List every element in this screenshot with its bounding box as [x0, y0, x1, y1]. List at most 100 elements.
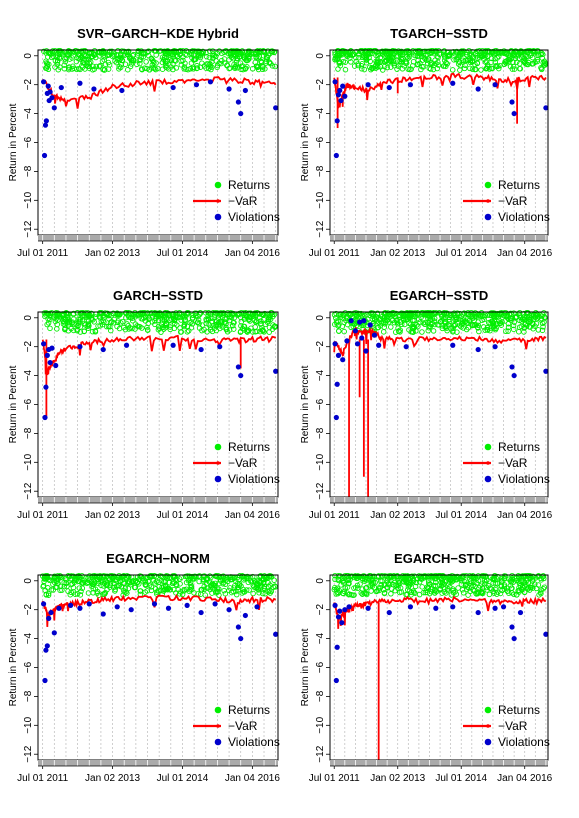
violation-point	[333, 152, 339, 159]
return-point	[267, 314, 273, 320]
chart-panel: EGARCH−SSTD 0 −2 −4 −6 −8 −10 −12 Return in Perc…	[300, 288, 553, 521]
return-point	[86, 312, 92, 318]
return-point	[373, 313, 379, 320]
violation-point	[509, 624, 515, 630]
return-point	[175, 53, 181, 60]
y-tick-label: −4	[23, 107, 34, 119]
return-point	[261, 48, 268, 55]
return-point	[243, 57, 249, 63]
return-point	[100, 583, 107, 589]
return-point	[403, 579, 409, 585]
return-point	[241, 316, 248, 322]
x-tick-label: Jul 01 2011	[309, 773, 360, 784]
y-tick-label: −8	[315, 165, 326, 177]
violation-point	[357, 319, 363, 325]
x-tick-label: Jan 04 2016	[225, 248, 280, 259]
x-tick-label: Jul 01 2014	[435, 773, 487, 784]
violation-point	[235, 99, 241, 105]
return-point	[425, 577, 432, 584]
return-point	[98, 310, 105, 316]
return-point	[492, 48, 498, 54]
return-point	[485, 48, 491, 54]
return-point	[162, 309, 169, 316]
return-point	[200, 578, 206, 585]
return-point	[188, 319, 195, 325]
return-point	[418, 50, 424, 57]
return-point	[332, 576, 338, 583]
return-point	[167, 324, 174, 330]
legend-returns-marker	[484, 181, 492, 189]
return-point	[77, 592, 84, 598]
return-point	[170, 312, 176, 318]
return-point	[267, 590, 273, 596]
y-tick-label: −8	[23, 427, 34, 439]
legend-violations-marker	[484, 475, 492, 483]
var-line	[41, 76, 277, 109]
return-point	[332, 572, 338, 579]
return-point	[143, 314, 149, 321]
violation-point	[450, 342, 456, 348]
violation-point	[47, 89, 53, 95]
return-point	[73, 66, 80, 73]
return-point	[183, 579, 190, 586]
x-tick-label: Jan 02 2013	[85, 248, 140, 259]
return-point	[59, 587, 65, 593]
violation-point	[492, 82, 498, 88]
return-point	[209, 590, 215, 596]
return-point	[358, 66, 365, 72]
return-point	[50, 587, 56, 593]
return-point	[139, 325, 145, 331]
violation-point	[543, 105, 549, 111]
return-point	[241, 323, 247, 330]
return-point	[256, 53, 263, 60]
return-point	[260, 312, 267, 319]
return-point	[197, 591, 204, 597]
return-point	[424, 589, 430, 596]
return-point	[505, 328, 511, 334]
return-point	[431, 318, 438, 324]
return-point	[486, 591, 493, 598]
legend-violations-marker	[484, 213, 492, 221]
return-point	[210, 581, 216, 588]
y-tick-label: −6	[23, 398, 34, 410]
return-point	[402, 573, 408, 579]
return-point	[209, 48, 216, 54]
violation-point	[49, 345, 55, 351]
return-point	[342, 59, 349, 65]
return-point	[425, 56, 431, 62]
return-point	[376, 587, 382, 594]
return-point	[216, 592, 222, 598]
return-point	[213, 321, 220, 328]
return-point	[348, 59, 354, 65]
return-point	[348, 324, 354, 331]
return-point	[481, 56, 487, 62]
return-point	[342, 66, 349, 73]
return-point	[125, 66, 131, 73]
return-point	[232, 65, 238, 72]
legend-violations-label: Violations	[498, 472, 550, 486]
return-point	[246, 587, 252, 593]
x-tick-label: Jan 02 2013	[370, 510, 425, 521]
return-point	[194, 65, 200, 72]
return-point	[385, 575, 391, 582]
return-point	[93, 63, 100, 70]
return-point	[171, 317, 178, 323]
violation-point	[511, 110, 517, 117]
return-point	[164, 64, 170, 71]
return-point	[218, 319, 225, 325]
return-point	[419, 329, 425, 335]
return-point	[132, 584, 138, 591]
return-point	[197, 309, 203, 316]
y-tick-label: 0	[23, 578, 34, 584]
return-point	[458, 581, 465, 587]
return-point	[170, 314, 177, 320]
return-point	[188, 584, 194, 591]
return-point	[418, 576, 424, 582]
return-point	[142, 318, 149, 324]
violation-point	[365, 605, 371, 611]
return-point	[95, 323, 101, 329]
return-point	[433, 60, 439, 67]
return-point	[127, 63, 134, 70]
return-point	[159, 66, 166, 72]
return-point	[57, 587, 63, 594]
